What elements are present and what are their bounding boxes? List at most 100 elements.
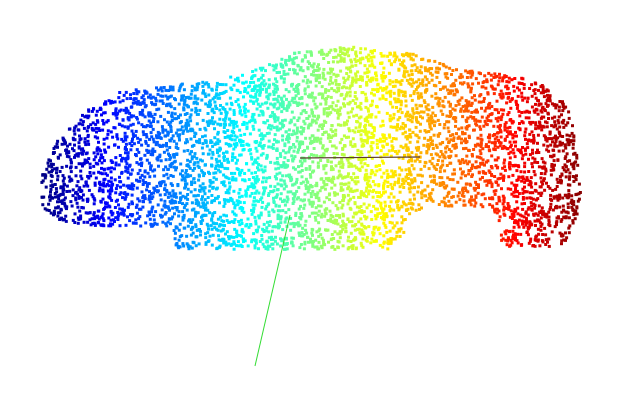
point — [394, 150, 397, 153]
point — [123, 137, 127, 141]
point — [396, 118, 400, 122]
point — [210, 227, 214, 231]
point — [134, 153, 137, 156]
point — [501, 112, 505, 116]
point — [217, 168, 220, 172]
point — [207, 227, 210, 231]
point — [177, 210, 181, 214]
point — [351, 244, 355, 248]
point — [233, 78, 237, 82]
point — [269, 114, 273, 118]
point — [322, 167, 326, 171]
point — [387, 242, 391, 246]
point — [330, 165, 333, 169]
point — [109, 224, 113, 228]
point — [519, 170, 523, 174]
point — [364, 123, 368, 127]
point — [379, 62, 383, 65]
point — [360, 139, 364, 143]
point — [185, 182, 189, 186]
point — [428, 174, 432, 178]
point — [277, 106, 281, 110]
point — [224, 110, 228, 114]
point — [126, 176, 130, 180]
point — [373, 173, 377, 177]
point — [74, 191, 77, 195]
point — [357, 206, 361, 210]
point — [471, 71, 475, 75]
point — [126, 170, 130, 174]
point — [236, 233, 240, 237]
point — [313, 96, 317, 100]
point — [412, 111, 416, 115]
point — [238, 195, 241, 199]
point — [215, 196, 219, 200]
point — [210, 140, 214, 144]
point — [187, 164, 191, 168]
point — [295, 139, 299, 143]
point — [410, 178, 413, 182]
point — [478, 125, 482, 129]
point — [363, 178, 367, 182]
point — [263, 169, 267, 173]
point — [341, 203, 345, 207]
point — [123, 208, 126, 212]
point — [293, 68, 297, 72]
point — [440, 200, 444, 204]
point — [389, 182, 393, 186]
point — [551, 208, 555, 212]
point — [283, 156, 287, 160]
point — [364, 96, 368, 100]
point — [510, 192, 514, 196]
point — [372, 55, 376, 59]
point — [132, 135, 136, 138]
point — [175, 226, 179, 230]
point — [453, 172, 456, 176]
point — [205, 81, 209, 85]
point — [196, 164, 200, 168]
point — [388, 204, 391, 208]
point — [111, 100, 115, 104]
point — [241, 148, 245, 152]
point — [185, 138, 189, 142]
point — [477, 186, 480, 189]
point — [252, 95, 256, 99]
point — [555, 177, 559, 181]
point — [419, 92, 423, 96]
point — [404, 168, 408, 172]
point — [359, 241, 363, 245]
point — [207, 152, 211, 156]
point — [252, 196, 256, 200]
point — [476, 136, 480, 140]
point — [331, 134, 335, 138]
point — [563, 163, 567, 167]
point — [348, 129, 351, 133]
point — [222, 180, 226, 184]
point — [558, 194, 562, 198]
point — [73, 143, 76, 147]
point — [529, 237, 533, 241]
point — [333, 183, 337, 187]
point — [503, 74, 507, 78]
point — [279, 75, 283, 79]
point — [444, 75, 448, 79]
point — [534, 182, 538, 186]
point — [302, 247, 306, 251]
point — [195, 156, 199, 160]
point — [96, 120, 100, 124]
point — [105, 136, 109, 140]
point — [128, 164, 131, 168]
point — [185, 202, 189, 206]
point — [541, 182, 545, 186]
point — [239, 139, 243, 143]
point — [284, 130, 288, 134]
point — [178, 222, 182, 226]
point — [176, 134, 180, 138]
point — [262, 230, 266, 233]
point — [249, 99, 253, 103]
point — [254, 158, 257, 162]
point — [561, 149, 565, 153]
point — [132, 114, 136, 118]
point — [414, 116, 418, 120]
point — [370, 156, 374, 160]
